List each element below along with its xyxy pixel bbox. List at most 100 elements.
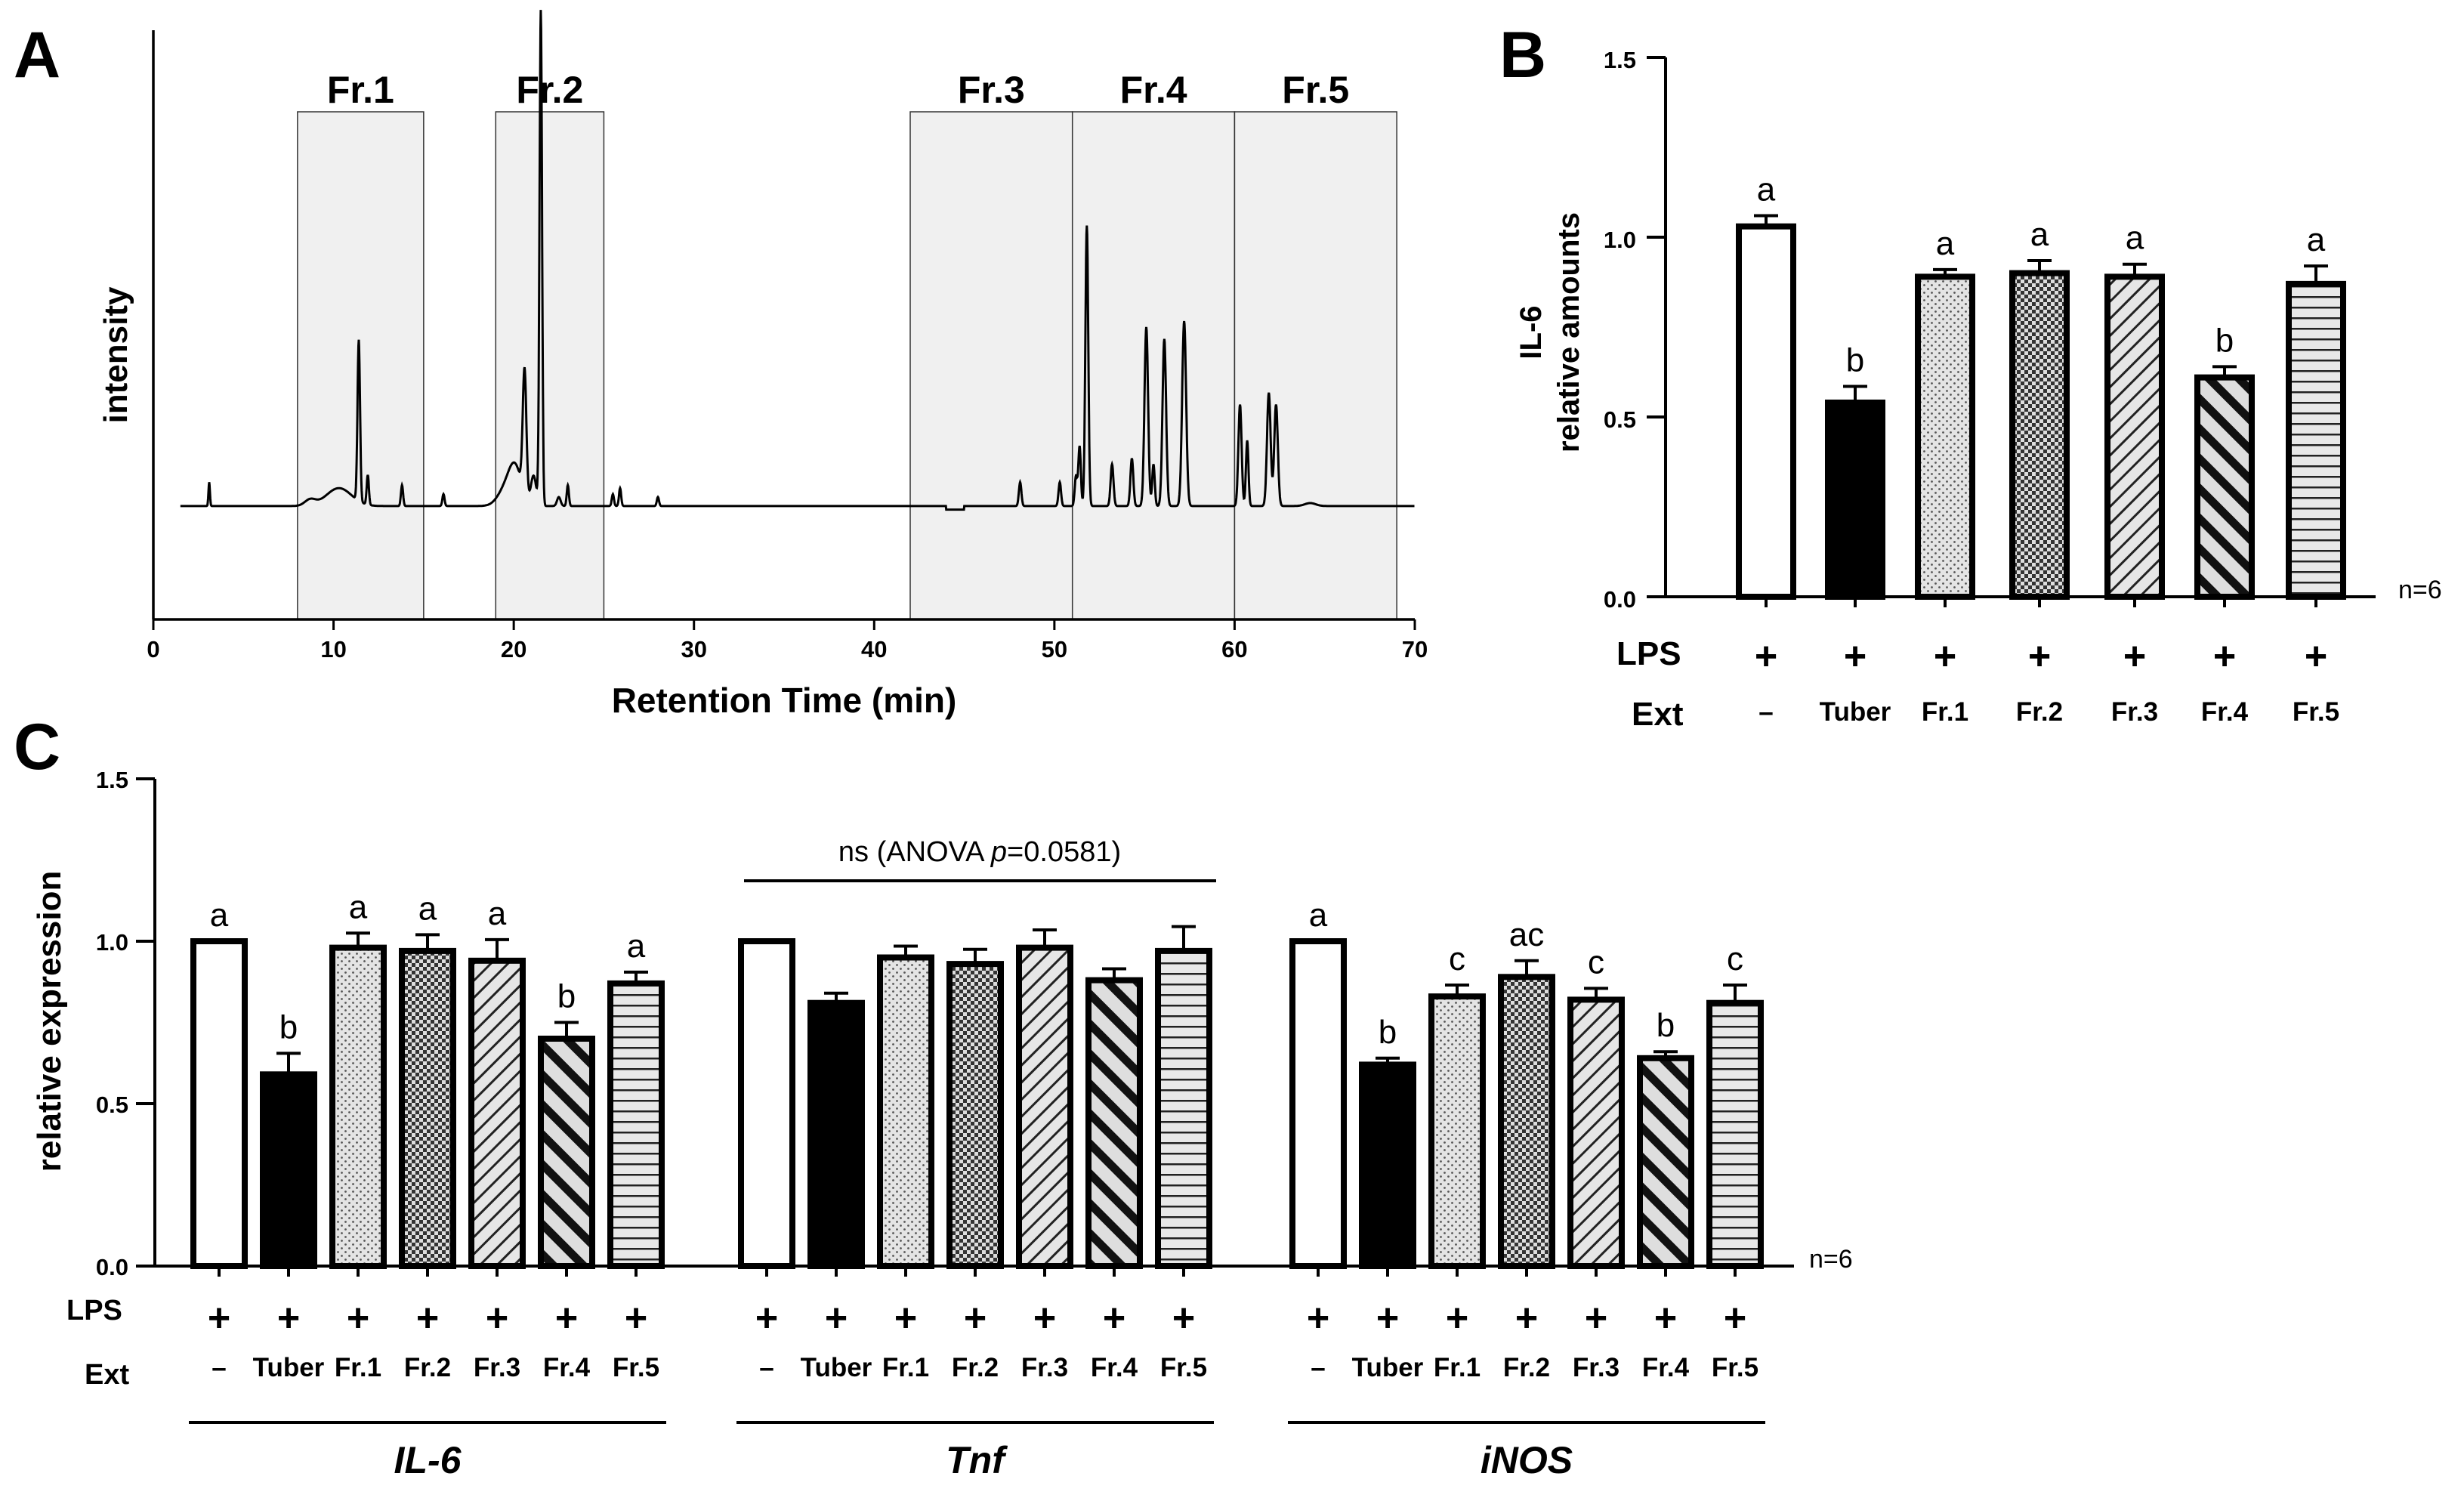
c-ext-label-item: Tuber (253, 1353, 325, 1382)
significance-letter: a (1936, 225, 1955, 262)
c-ext-label-item: Tuber (1352, 1353, 1424, 1382)
b-ext-label-item: – (1758, 697, 1773, 727)
significance-letter: a (418, 890, 437, 927)
b-treatment-rows: + – + Tuber + Fr.1 + Fr.2 + Fr.3 + Fr.4 + Fr.5 (1755, 635, 2339, 727)
bar (607, 980, 665, 1270)
significance-letter: a (210, 897, 229, 934)
c-lps-plus: + (486, 1296, 508, 1340)
bar (538, 1036, 595, 1269)
bar (190, 938, 248, 1269)
a-x-tick-label: 20 (501, 636, 526, 662)
panel-a-label: A (14, 19, 60, 91)
c-y-tick-label: 1.5 (96, 767, 128, 793)
panel-c-label: C (14, 711, 60, 783)
bar (1637, 1055, 1694, 1270)
c-ext-label-item: – (1311, 1353, 1325, 1382)
c-lps-plus: + (1724, 1296, 1746, 1340)
b-lps-plus: + (2305, 635, 2327, 678)
bar (807, 999, 865, 1269)
c-lps-plus: + (1307, 1296, 1329, 1340)
b-ext-label-item: Tuber (1820, 697, 1891, 727)
significance-letter: a (2030, 216, 2049, 253)
fraction-labels: Fr.1 Fr.2 Fr.3 Fr.4 Fr.5 (327, 69, 1349, 111)
b-y-axis-label-line1: IL-6 (1515, 305, 1548, 359)
c-lps-plus: + (1515, 1296, 1538, 1340)
a-x-tick-label: 0 (147, 636, 159, 662)
bar (468, 957, 526, 1270)
c-treatment-rows: + – + Tuber + Fr.1 + Fr.2 + Fr.3 + Fr.4 + Fr.5 + – + Tube… (208, 1296, 1758, 1382)
c-lps-plus: + (1654, 1296, 1677, 1340)
c-y-tick-label: 0.0 (96, 1254, 128, 1280)
bar (2286, 280, 2346, 600)
c-ext-label-item: Fr.4 (1642, 1353, 1690, 1382)
c-ext-label-item: – (759, 1353, 773, 1382)
bar (2104, 273, 2165, 600)
c-ext-label-item: Fr.3 (1021, 1353, 1068, 1382)
bar (2009, 270, 2070, 600)
significance-letter: b (557, 978, 576, 1015)
c-lps-label: LPS (66, 1295, 122, 1326)
c-lps-plus: + (416, 1296, 439, 1340)
c-x-ticks (218, 1266, 1737, 1277)
b-ext-label-item: Fr.1 (1922, 697, 1968, 727)
chromatogram-trace (180, 10, 1415, 511)
b-ext-label-item: Fr.2 (2016, 697, 2063, 727)
c-lps-plus: + (1103, 1296, 1125, 1340)
significance-letter: ac (1509, 916, 1544, 953)
significance-letter: b (1379, 1014, 1397, 1051)
a-x-tick-label: 30 (681, 636, 706, 662)
bar (260, 1071, 317, 1270)
bar (1915, 273, 1975, 600)
c-lps-plus: + (1585, 1296, 1607, 1340)
c-n-note: n=6 (1809, 1245, 1853, 1274)
c-ext-label-item: – (212, 1353, 226, 1382)
c-lps-plus: + (894, 1296, 917, 1340)
significance-letter: c (1588, 943, 1604, 981)
c-ext-label-item: Fr.3 (1573, 1353, 1620, 1382)
b-lps-plus: + (1844, 635, 1867, 678)
b-y-tick-label: 1.0 (1604, 227, 1636, 253)
fraction-bands (297, 111, 1397, 620)
bar (1289, 938, 1347, 1269)
significance-letter: b (1657, 1007, 1675, 1044)
b-bars: a b a a a b a (1736, 171, 2346, 601)
significance-letter: b (2215, 322, 2234, 359)
gene-label: iNOS (1481, 1439, 1573, 1481)
c-lps-plus: + (755, 1296, 778, 1340)
b-x-ticks (1765, 597, 2317, 607)
fraction-label: Fr.2 (516, 69, 583, 111)
significance-letter: b (279, 1008, 298, 1045)
b-y-tick-label: 0.0 (1604, 586, 1636, 613)
significance-letter: c (1727, 940, 1743, 977)
c-ext-label-item: Fr.5 (1160, 1353, 1207, 1382)
b-y-axis-label-part-1: IL-6 (1515, 305, 1548, 359)
c-lps-plus: + (1376, 1296, 1399, 1340)
bar (399, 947, 456, 1270)
b-lps-label: LPS (1616, 635, 1681, 672)
b-y-tick-label: 1.5 (1604, 47, 1636, 73)
panel-a-chromatogram: Fr.1 Fr.2 Fr.3 Fr.4 Fr.5 0 10 20 30 40 50 60 70 Ret… (97, 10, 1428, 720)
significance-letter: a (627, 928, 646, 965)
c-lps-plus: + (1033, 1296, 1056, 1340)
fraction-band (495, 111, 605, 620)
significance-letter: b (1846, 342, 1864, 379)
c-ext-label-item: Fr.5 (1712, 1353, 1758, 1382)
b-lps-plus: + (2213, 635, 2236, 678)
c-ext-label-item: Fr.4 (1091, 1353, 1138, 1382)
c-lps-plus: + (1172, 1296, 1195, 1340)
c-ext-label-item: Fr.1 (335, 1353, 381, 1382)
a-x-tick-label: 10 (320, 636, 346, 662)
significance-letter: a (1757, 171, 1776, 208)
a-x-tick-label: 50 (1042, 636, 1067, 662)
c-lps-plus: + (964, 1296, 987, 1340)
c-bars: a b a a a b a a b c ac c b c (190, 888, 1764, 1270)
c-y-tick-label: 1.0 (96, 929, 128, 956)
a-x-ticks: 0 10 20 30 40 50 60 70 (147, 619, 1428, 662)
c-gene-labels: IL-6 Tnf iNOS (189, 1421, 1765, 1481)
bar (329, 944, 387, 1269)
bar (1155, 947, 1212, 1270)
b-lps-plus: + (2028, 635, 2051, 678)
bar (1567, 996, 1625, 1270)
bar (1736, 223, 1796, 600)
